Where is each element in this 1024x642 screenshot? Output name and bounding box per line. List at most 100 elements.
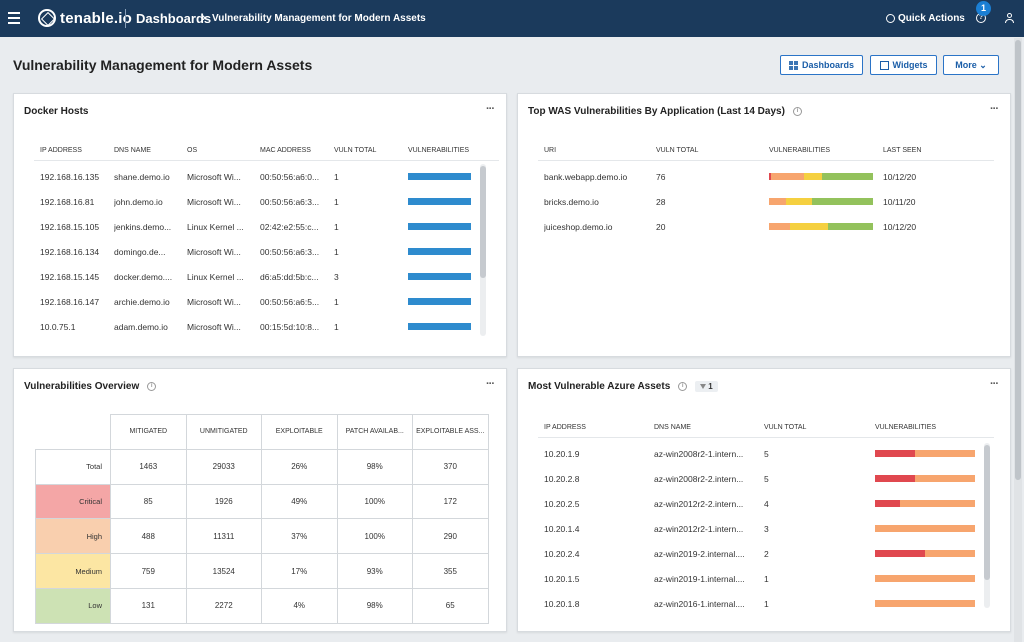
table-row-vuln-total[interactable]: 76 <box>656 172 666 182</box>
severity-bar[interactable] <box>769 173 873 180</box>
table-row-uri[interactable]: juiceshop.demo.io <box>544 222 613 232</box>
widget-menu-icon[interactable]: ··· <box>990 103 999 115</box>
matrix-cell[interactable]: 355 <box>412 553 489 589</box>
info-icon[interactable]: i <box>792 107 802 116</box>
table-row-vuln-total[interactable]: 1 <box>334 197 339 207</box>
matrix-cell[interactable]: 759 <box>110 553 187 589</box>
matrix-cell[interactable]: 2272 <box>185 587 262 624</box>
matrix-cell[interactable]: 49% <box>261 483 338 520</box>
vulnerability-bar[interactable] <box>408 273 471 280</box>
tenable-logo[interactable]: tenable.io <box>38 9 132 27</box>
table-row-vuln-total[interactable]: 3 <box>334 272 339 282</box>
column-header[interactable]: VULN TOTAL <box>656 147 699 154</box>
severity-bar[interactable] <box>875 475 975 482</box>
vulnerability-bar[interactable] <box>408 298 471 305</box>
dashboards-button[interactable]: Dashboards <box>780 55 863 75</box>
table-row-uri[interactable]: bricks.demo.io <box>544 197 599 207</box>
table-row-ip[interactable]: 10.0.75.1 <box>40 322 76 332</box>
matrix-column-header[interactable]: UNMITIGATED <box>185 414 262 450</box>
severity-bar[interactable] <box>875 600 975 607</box>
info-icon[interactable]: i <box>147 382 157 391</box>
table-row-ip[interactable]: 192.168.15.145 <box>40 272 100 282</box>
matrix-cell[interactable]: 29033 <box>185 448 262 485</box>
table-row-ip[interactable]: 192.168.16.147 <box>40 297 100 307</box>
column-header[interactable]: IP ADDRESS <box>40 147 82 154</box>
vulnerability-bar[interactable] <box>408 198 471 205</box>
widgets-button[interactable]: Widgets <box>870 55 937 75</box>
severity-bar[interactable] <box>875 575 975 582</box>
matrix-cell[interactable]: 1926 <box>185 483 262 520</box>
info-icon[interactable]: i <box>678 382 688 391</box>
table-row-ip[interactable]: 192.168.15.105 <box>40 222 100 232</box>
table-row-ip[interactable]: 10.20.2.5 <box>544 499 580 509</box>
table-row-ip[interactable]: 10.20.2.8 <box>544 474 580 484</box>
column-header[interactable]: VULN TOTAL <box>764 424 807 431</box>
table-row-vuln-total[interactable]: 1 <box>764 574 769 584</box>
widget-menu-icon[interactable]: ··· <box>486 378 495 390</box>
table-scrollbar-thumb[interactable] <box>984 445 990 580</box>
table-scrollbar[interactable] <box>480 164 486 336</box>
table-row-vuln-total[interactable]: 1 <box>334 222 339 232</box>
column-header[interactable]: VULN TOTAL <box>334 147 377 154</box>
matrix-column-header[interactable]: EXPLOITABLE <box>261 414 338 450</box>
table-row-vuln-total[interactable]: 1 <box>764 599 769 609</box>
matrix-cell[interactable]: 98% <box>336 448 413 485</box>
column-header[interactable]: DNS NAME <box>654 424 691 431</box>
filter-badge[interactable]: 1 <box>695 381 718 392</box>
column-header[interactable]: LAST SEEN <box>883 147 922 154</box>
severity-bar[interactable] <box>875 550 975 557</box>
severity-bar[interactable] <box>875 450 975 457</box>
table-row-ip[interactable]: 10.20.2.4 <box>544 549 580 559</box>
table-row-ip[interactable]: 10.20.1.8 <box>544 599 580 609</box>
table-row-ip[interactable]: 10.20.1.4 <box>544 524 580 534</box>
column-header[interactable]: DNS NAME <box>114 147 151 154</box>
matrix-cell[interactable]: 85 <box>110 483 187 520</box>
table-row-vuln-total[interactable]: 28 <box>656 197 666 207</box>
severity-bar[interactable] <box>875 525 975 532</box>
widget-menu-icon[interactable]: ··· <box>486 103 495 115</box>
table-row-ip[interactable]: 192.168.16.135 <box>40 172 100 182</box>
page-scrollbar[interactable] <box>1014 38 1022 642</box>
menu-icon[interactable] <box>8 12 20 24</box>
matrix-cell[interactable]: 100% <box>336 518 413 555</box>
severity-bar[interactable] <box>769 223 873 230</box>
matrix-cell[interactable]: 11311 <box>185 518 262 555</box>
matrix-cell[interactable]: 290 <box>412 518 489 555</box>
matrix-column-header[interactable]: MITIGATED <box>110 414 187 450</box>
table-row-ip[interactable]: 192.168.16.81 <box>40 197 95 207</box>
vulnerability-bar[interactable] <box>408 323 471 330</box>
severity-bar[interactable] <box>875 500 975 507</box>
table-row-vuln-total[interactable]: 1 <box>334 172 339 182</box>
table-row-vuln-total[interactable]: 4 <box>764 499 769 509</box>
table-row-vuln-total[interactable]: 20 <box>656 222 666 232</box>
user-icon[interactable] <box>1004 13 1014 24</box>
column-header[interactable]: OS <box>187 147 198 154</box>
matrix-cell[interactable]: 100% <box>336 483 413 520</box>
notification-badge[interactable]: 1 <box>976 1 991 16</box>
matrix-cell[interactable]: 1463 <box>110 448 187 485</box>
breadcrumb-dashboards[interactable]: Dashboards <box>136 11 212 26</box>
column-header[interactable]: IP ADDRESS <box>544 424 586 431</box>
matrix-cell[interactable]: 26% <box>261 448 338 485</box>
table-row-vuln-total[interactable]: 3 <box>764 524 769 534</box>
table-row-vuln-total[interactable]: 1 <box>334 322 339 332</box>
table-row-uri[interactable]: bank.webapp.demo.io <box>544 172 628 182</box>
matrix-cell[interactable]: 4% <box>261 587 338 624</box>
table-row-vuln-total[interactable]: 1 <box>334 247 339 257</box>
table-row-ip[interactable]: 192.168.16.134 <box>40 247 100 257</box>
table-scrollbar-thumb[interactable] <box>480 166 486 278</box>
table-row-vuln-total[interactable]: 5 <box>764 449 769 459</box>
matrix-column-header[interactable]: PATCH AVAILAB... <box>336 414 413 450</box>
table-row-vuln-total[interactable]: 1 <box>334 297 339 307</box>
page-scrollbar-thumb[interactable] <box>1015 40 1021 480</box>
matrix-cell[interactable]: 172 <box>412 483 489 520</box>
matrix-cell[interactable]: 488 <box>110 518 187 555</box>
table-scrollbar[interactable] <box>984 443 990 608</box>
matrix-cell[interactable]: 65 <box>412 587 489 624</box>
matrix-cell[interactable]: 37% <box>261 518 338 555</box>
matrix-cell[interactable]: 13524 <box>185 553 262 589</box>
widget-menu-icon[interactable]: ··· <box>990 378 999 390</box>
matrix-cell[interactable]: 98% <box>336 587 413 624</box>
matrix-cell[interactable]: 17% <box>261 553 338 589</box>
table-row-vuln-total[interactable]: 5 <box>764 474 769 484</box>
